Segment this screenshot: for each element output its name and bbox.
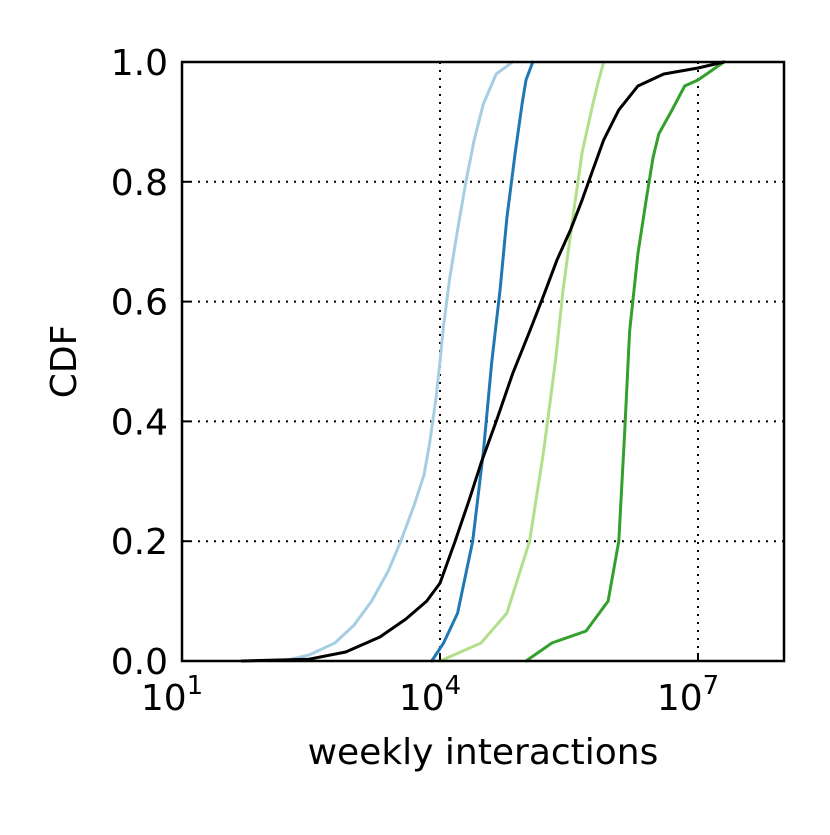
x-tick-label: 107	[657, 671, 719, 719]
y-axis-label: CDF	[44, 325, 85, 399]
x-tick-exponent: 7	[703, 671, 720, 701]
series-line-1	[430, 60, 535, 663]
x-tick-exponent: 1	[187, 671, 204, 701]
y-tick-label: 0.4	[111, 402, 168, 443]
y-tick-label: 0.0	[111, 642, 168, 683]
y-tick-label: 0.6	[111, 283, 168, 324]
series-line-3	[524, 60, 726, 663]
x-tick-label: 104	[399, 671, 461, 719]
y-tick-label: 1.0	[111, 43, 168, 84]
x-axis-label: weekly interactions	[308, 732, 659, 773]
y-tick-label: 0.8	[111, 163, 168, 204]
plot-frame	[180, 60, 786, 663]
series-line-4	[240, 60, 726, 663]
y-tick-label: 0.2	[111, 522, 168, 563]
x-tick-base: 10	[657, 678, 703, 719]
series-lines	[240, 60, 726, 663]
x-tick-label: 101	[141, 671, 203, 719]
series-line-2	[438, 60, 606, 663]
x-tick-base: 10	[399, 678, 445, 719]
x-tick-exponent: 4	[445, 671, 462, 701]
grid	[182, 62, 784, 661]
series-line-0	[281, 60, 515, 663]
x-tick-base: 10	[141, 678, 187, 719]
